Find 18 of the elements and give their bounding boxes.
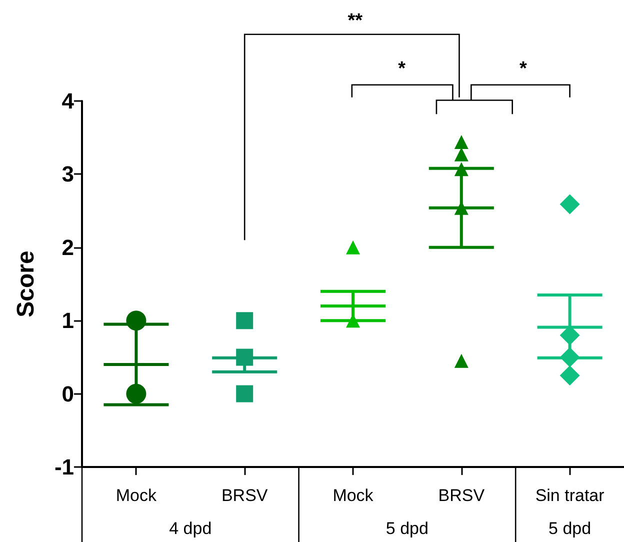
x-tick-label: BRSV	[221, 486, 268, 505]
x-tick-label: BRSV	[438, 486, 486, 505]
x-tick-label: Sin tratar	[535, 486, 605, 505]
x-tick-label: Mock	[116, 486, 158, 505]
y-tick-label: 1	[62, 308, 74, 334]
text: 5 dpd	[386, 519, 428, 538]
y-tick-label: 4	[62, 88, 75, 114]
y-tick-label: -1	[54, 454, 74, 480]
y-tick-label: 0	[62, 381, 74, 406]
y-axis-title: Score	[12, 250, 40, 318]
text: 4 dpd	[169, 519, 212, 538]
text: *	[398, 58, 406, 80]
text: 5 dpd	[548, 519, 592, 538]
y-tick-label: 3	[62, 162, 74, 187]
text: **	[348, 10, 364, 32]
y-tick-label: 2	[62, 234, 74, 260]
x-tick-label: Mock	[332, 486, 374, 505]
text: *	[519, 58, 528, 80]
